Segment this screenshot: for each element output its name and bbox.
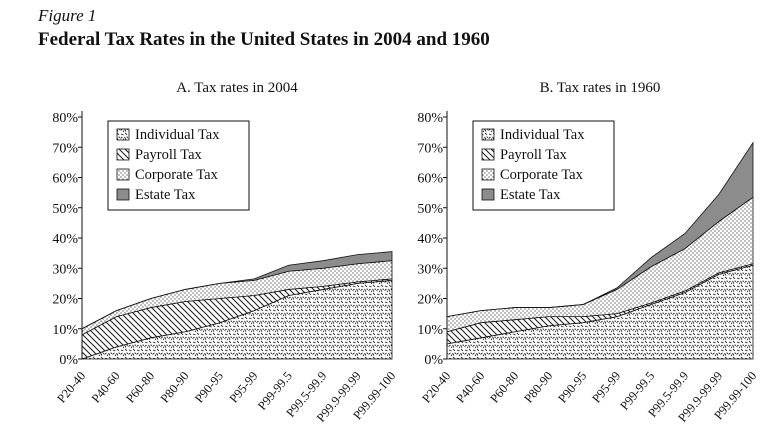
legend-box — [472, 120, 615, 211]
x-tick-label: P60-80 — [123, 369, 157, 406]
legend-swatch-corporate — [481, 168, 495, 181]
figure-label: Figure 1 — [38, 6, 97, 25]
y-tick-label: 40% — [52, 232, 78, 247]
x-tick-label: P40-60 — [89, 369, 123, 406]
chart-title: B. Tax rates in 1960 — [540, 80, 661, 96]
chart-title: A. Tax rates in 2004 — [176, 80, 298, 96]
y-tick-label: 20% — [417, 293, 443, 308]
legend-swatch-individual — [116, 128, 130, 141]
y-tick-label: 10% — [52, 323, 78, 338]
x-tick-label: P20-40 — [419, 369, 453, 406]
y-tick-label: 50% — [417, 202, 443, 217]
x-tick-label: P95-99 — [589, 369, 623, 406]
legend-box — [107, 120, 250, 211]
legend-swatch-estate — [481, 188, 495, 201]
y-tick-label: 70% — [417, 141, 443, 156]
legend-label-individual: Individual Tax — [135, 127, 220, 143]
chart-a: A. Tax rates in 2004 0% 10% 20% 30% 40% 50% 60%… — [52, 80, 398, 425]
area-estate-tax — [81, 251, 393, 330]
y-tick-label: 70% — [52, 141, 78, 156]
legend-swatch-payroll — [116, 148, 130, 161]
y-tick-label: 50% — [52, 202, 78, 217]
y-tick-label: 60% — [417, 172, 443, 187]
x-tick-label: P60-80 — [487, 369, 521, 406]
legend-label-estate: Estate Tax — [500, 187, 561, 203]
y-tick-label: 60% — [52, 172, 78, 187]
area-estate-tax — [446, 141, 754, 318]
legend-label-corporate: Corporate Tax — [500, 167, 584, 183]
figure-title: Federal Tax Rates in the United States i… — [38, 29, 490, 50]
y-tick-label: 20% — [52, 293, 78, 308]
legend-label-estate: Estate Tax — [135, 187, 196, 203]
y-tick-label: 0% — [424, 353, 443, 368]
y-tick-label: 30% — [417, 262, 443, 277]
x-tick-label: P80-90 — [521, 369, 555, 406]
x-tick-label: P90-95 — [192, 369, 226, 406]
y-tick-label: 30% — [52, 262, 78, 277]
legend-swatch-corporate — [116, 168, 130, 181]
x-tick-label: P40-60 — [453, 369, 487, 406]
legend-label-individual: Individual Tax — [500, 127, 585, 143]
legend-label-payroll: Payroll Tax — [500, 147, 568, 163]
y-tick-label: 10% — [417, 323, 443, 338]
x-tick-label: P90-95 — [555, 369, 589, 406]
legend-swatch-estate — [116, 188, 130, 201]
legend-swatch-individual — [481, 128, 495, 141]
y-tick-label: 0% — [59, 353, 78, 368]
y-tick-label: 80% — [417, 111, 443, 126]
chart-b: B. Tax rates in 1960 0% 10% 20% 30% 40% 50% 60%… — [417, 80, 759, 425]
x-tick-label: P20-40 — [54, 369, 88, 406]
y-tick-label: 40% — [417, 232, 443, 247]
x-tick-label: P80-90 — [158, 369, 192, 406]
x-tick-label: P95-99 — [227, 369, 261, 406]
legend-label-payroll: Payroll Tax — [135, 147, 203, 163]
legend-label-corporate: Corporate Tax — [135, 167, 219, 183]
legend-swatch-payroll — [481, 148, 495, 161]
y-tick-label: 80% — [52, 111, 78, 126]
